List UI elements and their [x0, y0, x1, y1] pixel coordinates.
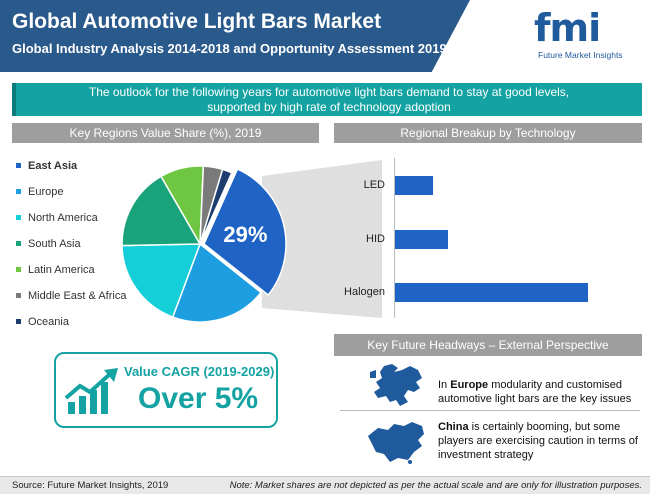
- china-headway-text: is certainly booming, but some players a…: [438, 421, 638, 461]
- pie-slice: [199, 168, 233, 245]
- legend-label: South Asia: [28, 238, 81, 250]
- pie-highlight-label: 29%: [223, 222, 267, 247]
- china-headway: China is certainly booming, but some pla…: [438, 420, 638, 462]
- logo-mark: fmi: [534, 6, 601, 50]
- china-headway-bold: China: [438, 421, 469, 433]
- page-title: Global Automotive Light Bars Market: [12, 10, 382, 33]
- legend-swatch: [16, 318, 21, 324]
- future-section-title: Key Future Headways – External Perspecti…: [334, 334, 642, 356]
- technology-section-title: Regional Breakup by Technology: [334, 123, 642, 143]
- bar-category-label: Halogen: [344, 286, 385, 298]
- fmi-logo: fmi Future Market Insights: [534, 6, 644, 66]
- growth-chart-icon: [64, 368, 118, 414]
- legend-label: East Asia: [28, 160, 78, 172]
- legend-item: Middle East & Africa: [16, 288, 176, 304]
- europe-headway: In Europe modularity and customised auto…: [438, 378, 638, 406]
- legend-swatch: [16, 240, 21, 246]
- china-map-icon: [368, 422, 424, 464]
- legend-item: Europe: [16, 184, 176, 200]
- cagr-box: Value CAGR (2019-2029) Over 5%: [54, 352, 278, 428]
- legend-label: Latin America: [28, 264, 95, 276]
- cagr-value: Over 5%: [138, 382, 259, 415]
- header: Global Automotive Light Bars Market Glob…: [0, 0, 650, 72]
- pie-slice: [203, 168, 287, 297]
- legend-item: Latin America: [16, 262, 176, 278]
- outlook-banner: The outlook for the following years for …: [12, 83, 642, 116]
- legend-item: East Asia: [16, 158, 176, 174]
- footer: Source: Future Market Insights, 2019 Not…: [0, 476, 650, 494]
- legend-swatch: [16, 292, 21, 298]
- footer-note: Note: Market shares are not depicted as …: [229, 480, 642, 491]
- footer-source: Source: Future Market Insights, 2019: [12, 480, 169, 491]
- regions-section-title: Key Regions Value Share (%), 2019: [12, 123, 319, 143]
- technology-bar: [395, 283, 588, 302]
- legend-item: Oceania: [16, 314, 176, 330]
- cagr-label: Value CAGR (2019-2029): [124, 364, 275, 379]
- legend-swatch: [16, 266, 21, 272]
- europe-map-icon: [370, 364, 422, 406]
- pie-slice: [171, 242, 263, 323]
- bar-chart-axis: [394, 158, 395, 318]
- legend-swatch: [16, 214, 21, 220]
- pie-connector: [262, 160, 382, 318]
- technology-bar: [395, 230, 448, 249]
- legend-item: South Asia: [16, 236, 176, 252]
- banner-line-2: supported by high rate of technology ado…: [207, 100, 451, 114]
- legend-swatch: [16, 188, 21, 194]
- pie-slice: [121, 175, 202, 247]
- europe-headway-bold: Europe: [450, 379, 489, 391]
- legend-label: Middle East & Africa: [28, 290, 127, 302]
- pie-slice: [121, 243, 202, 319]
- legend-item: North America: [16, 210, 176, 226]
- bar-category-label: LED: [363, 179, 385, 191]
- europe-headway-text: modularity and customised automotive lig…: [438, 379, 632, 405]
- legend-label: Oceania: [28, 316, 69, 328]
- page-subtitle: Global Industry Analysis 2014-2018 and O…: [12, 41, 480, 56]
- legend-label: North America: [28, 212, 98, 224]
- europe-headway-pre: In: [438, 379, 451, 391]
- future-divider: [340, 410, 640, 411]
- banner-line-1: The outlook for the following years for …: [88, 85, 570, 99]
- technology-bar: [395, 176, 433, 195]
- logo-name: Future Market Insights: [538, 50, 623, 60]
- bar-category-label: HID: [366, 233, 385, 245]
- legend-swatch: [16, 162, 21, 168]
- legend-label: Europe: [28, 186, 64, 198]
